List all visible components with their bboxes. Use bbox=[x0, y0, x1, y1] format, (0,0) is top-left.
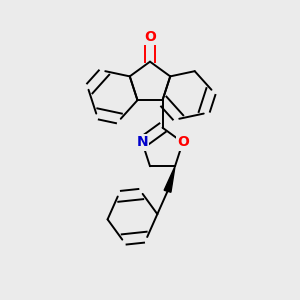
Text: N: N bbox=[136, 135, 148, 149]
Text: O: O bbox=[144, 30, 156, 44]
Polygon shape bbox=[164, 166, 175, 192]
Text: O: O bbox=[177, 135, 189, 149]
